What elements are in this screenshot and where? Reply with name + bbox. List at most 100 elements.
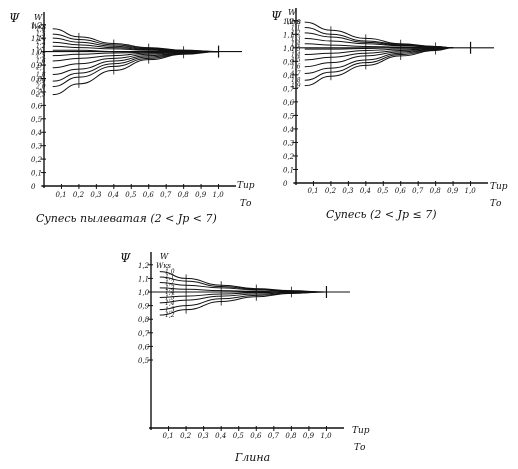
x-axis-label-bottom: То: [240, 199, 252, 209]
y-tick-label: 0,8: [138, 316, 150, 324]
w-ratio-label-bottom: Wкs: [156, 262, 171, 270]
y-tick-label: 0,7: [138, 330, 150, 338]
x-axis-label-top: Тир: [352, 426, 370, 436]
curve-label: 1,0: [36, 26, 46, 33]
y-tick-label: 1,0: [283, 45, 295, 53]
series-curve: [304, 47, 454, 81]
curve-label: 1,2: [36, 43, 46, 50]
curve-label: 1,4: [36, 35, 46, 42]
y-tick-label: 0,7: [283, 85, 295, 93]
y-tick-label: 0,7: [31, 89, 43, 97]
y-tick-label: 1,1: [138, 275, 149, 283]
y-tick-label: 0,8: [31, 75, 43, 83]
curve-label: 1,3: [165, 285, 175, 292]
y-tick-label: 1,2: [283, 18, 295, 26]
curve-label: 1,2: [165, 279, 175, 286]
y-tick-label: 0,5: [283, 112, 295, 120]
curve-label: 1,6: [291, 64, 301, 71]
x-axis-label-top: Тир: [237, 181, 255, 191]
series-curve: [52, 51, 219, 82]
y-tick-label: 0,3: [31, 143, 43, 151]
w-ratio-label-bottom: Wкs: [31, 23, 46, 31]
chart-title: Глина: [234, 451, 270, 464]
curve-label: 1,7: [291, 70, 301, 77]
y-tick-label: 1,1: [283, 31, 294, 39]
series-curve: [52, 33, 219, 53]
chart-sandy-loam: Ψ W Wкs Тир То Супесь (2 < Jp ≤ 7) 0 0,1 0…: [271, 8, 508, 221]
series-curve: [52, 51, 219, 96]
w-ratio-label-top: W: [34, 13, 43, 22]
y-tick-label: 0,5: [138, 357, 150, 365]
series-curve: [304, 47, 454, 74]
x-tick-label: 0,1: [307, 187, 318, 195]
curve-label: 1,9: [291, 83, 301, 90]
y-tick-label: 0,2: [31, 156, 43, 164]
x-tick-label: 0,9: [195, 191, 207, 199]
curve-label: 1,2: [165, 312, 175, 319]
x-tick-label: 0,3: [90, 191, 102, 199]
x-tick-label: 1,0: [320, 432, 332, 440]
chart-clay: Ψ W Wкs Тир То Глина 0,50,60,70,80,91,01…: [120, 251, 370, 464]
y-axis-label: Ψ: [120, 251, 131, 265]
x-axis-label-bottom: То: [354, 443, 366, 453]
curve-label: 1,0: [165, 269, 175, 276]
curve-label: 1,5: [36, 53, 46, 60]
series-curve: [304, 47, 454, 50]
x-tick-label: 0,3: [198, 432, 210, 440]
w-ratio-label-bottom: Wкs: [286, 18, 301, 26]
y-tick-label: 0,9: [138, 303, 150, 311]
y-tick-label: 1,2: [138, 262, 150, 270]
series-curve: [52, 51, 219, 57]
curve-label: 1,1: [36, 47, 46, 54]
x-tick-label: 0,7: [268, 432, 280, 440]
series-curve: [304, 47, 454, 61]
x-tick-label: 0,1: [55, 191, 66, 199]
series-curve: [159, 291, 327, 298]
chart-sandy-loam-silty: Ψ W Wкs Тир То Супесь пылеватая (2 < Jp …: [9, 11, 255, 225]
x-tick-label: 0,5: [125, 191, 137, 199]
w-ratio-label-top: W: [288, 8, 297, 17]
y-tick-label: 0: [283, 180, 288, 188]
y-tick-label: 0,4: [283, 126, 294, 134]
curve-label: 1,4: [165, 300, 175, 307]
y-axis-label: Ψ: [9, 11, 20, 25]
y-tick-label: 1,0: [138, 289, 150, 297]
curve-label: 1,3: [36, 39, 46, 46]
curve-label: 2,0: [35, 84, 46, 91]
series-curve: [159, 291, 327, 316]
y-tick-label: 0,1: [31, 170, 42, 178]
x-tick-label: 0,8: [430, 187, 442, 195]
x-tick-label: 0,2: [325, 187, 337, 195]
curve-label: 1,2: [291, 30, 301, 37]
series-curve: [159, 281, 327, 293]
x-tick-label: 0,2: [73, 191, 85, 199]
y-tick-label: 0,2: [283, 153, 295, 161]
y-tick-label: 0: [31, 183, 36, 191]
curve-label: 1,5: [291, 57, 301, 64]
curve-label: 1,6: [36, 58, 46, 65]
y-tick-label: 0,6: [283, 99, 295, 107]
y-tick-label: 0,6: [138, 343, 150, 351]
x-tick-label: 0,7: [412, 187, 424, 195]
x-tick-label: 0,5: [233, 432, 245, 440]
curve-label: 1,1: [165, 274, 175, 281]
x-tick-label: 0,6: [395, 187, 407, 195]
x-tick-label: 0,8: [178, 191, 190, 199]
x-tick-label: 0,6: [250, 432, 262, 440]
x-tick-label: 0,7: [160, 191, 172, 199]
y-tick-label: 1,2: [31, 22, 43, 30]
x-tick-label: 0,4: [108, 191, 119, 199]
x-tick-label: 1,0: [213, 191, 225, 199]
x-tick-label: 0,4: [215, 432, 226, 440]
chart-title: Супесь пылеватая (2 < Jp < 7): [36, 212, 217, 225]
x-tick-label: 0,4: [360, 187, 371, 195]
y-tick-label: 1,0: [31, 49, 43, 57]
x-tick-label: 0,5: [377, 187, 389, 195]
y-tick-label: 0,3: [283, 139, 295, 147]
x-tick-label: 0,2: [180, 432, 192, 440]
series-curve: [304, 37, 454, 49]
series-curve: [52, 51, 219, 88]
curve-label: 1,4: [165, 289, 175, 296]
y-tick-label: 0,1: [283, 166, 294, 174]
